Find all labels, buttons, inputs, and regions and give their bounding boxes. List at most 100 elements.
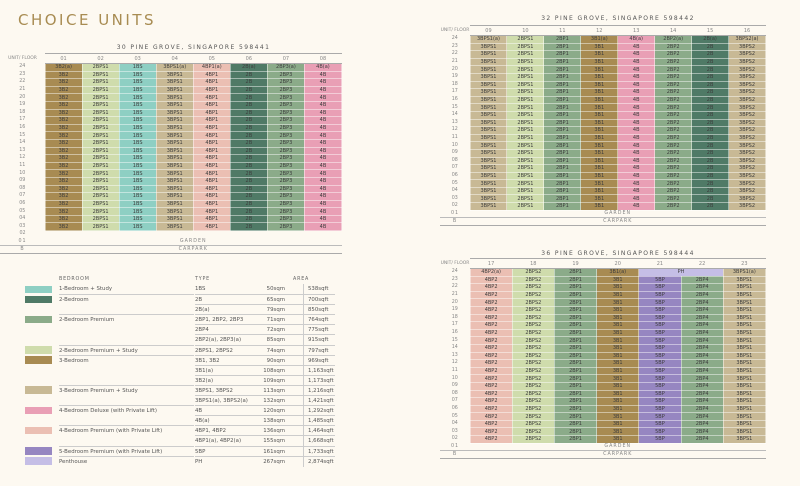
unit-cell[interactable]: 3B1 [596,381,640,391]
unit-cell[interactable]: 3BPS1 [155,123,194,133]
unit-cell[interactable]: 2BP3 [266,78,305,87]
unit-cell[interactable]: 4B [617,72,656,82]
unit-cell[interactable]: 2BP1 [543,50,582,59]
unit-cell[interactable]: 2BP1 [553,343,598,353]
unit-cell[interactable]: 2B [691,202,730,211]
unit-cell[interactable]: 3B1 [596,435,640,444]
unit-cell[interactable]: 4B [617,118,656,128]
unit-cell[interactable]: 2B [229,184,268,194]
unit-cell[interactable]: 2BP4 [680,351,724,361]
unit-cell[interactable]: 3BPS1 [155,207,194,216]
unit-cell[interactable]: 3BPS1 [469,164,508,173]
unit-cell[interactable]: 1BS [118,214,157,224]
unit-cell[interactable]: 2BPS1 [81,131,120,140]
unit-cell[interactable]: 2BPS1 [506,80,545,90]
unit-cell[interactable]: 2BP2 [654,156,693,166]
unit-cell[interactable]: 4B [303,146,343,156]
unit-cell[interactable]: 1BS [118,78,157,87]
unit-cell[interactable]: 2BP4 [680,397,724,406]
unit-cell[interactable]: 3BPS1 [155,222,194,232]
unit-cell[interactable]: 3BPS2 [728,72,766,82]
unit-cell[interactable]: 2BPS2 [511,321,555,330]
unit-cell[interactable]: 3BPS1 [155,85,194,95]
unit-cell[interactable]: 4B [617,126,656,135]
unit-cell[interactable]: 2BP4 [680,359,724,368]
unit-cell[interactable]: 4BP2 [469,397,513,406]
unit-cell[interactable]: 4BP1 [192,131,231,140]
unit-cell[interactable]: 1BS [118,70,157,80]
unit-cell[interactable]: 4B [617,179,656,188]
unit-cell[interactable]: 2B [229,85,268,95]
unit-cell[interactable]: 5BP [638,328,682,338]
unit-cell[interactable]: 3B1 [596,351,640,361]
unit-cell[interactable]: 2BP3 [266,169,305,178]
unit-cell[interactable]: 2BP4 [680,381,724,391]
unit-cell[interactable]: 4BP1 [192,192,231,201]
unit-cell[interactable]: 3BPS1 [155,176,194,186]
unit-cell[interactable]: 1BS [118,154,157,163]
unit-cell[interactable]: 2BPS1 [81,85,120,95]
unit-cell[interactable]: 2BPS1 [506,141,545,150]
unit-cell[interactable]: 4B [617,133,656,143]
unit-cell[interactable]: 5BP [638,389,682,399]
unit-cell[interactable]: 2BP3 [266,100,305,110]
unit-cell[interactable]: 4BP2 [469,435,513,444]
unit-cell[interactable]: 4B [617,80,656,90]
unit-cell[interactable]: 2BP2 [654,202,693,211]
unit-cell[interactable]: 2BPS2 [511,351,555,361]
unit-cell[interactable]: 2BPS2 [511,290,555,300]
unit-cell[interactable]: 2BP2 [654,72,693,82]
unit-cell[interactable]: 3BPS2 [728,110,766,120]
unit-cell[interactable]: 3B2 [44,70,83,80]
unit-cell[interactable]: 3B1 [580,186,619,196]
unit-cell[interactable]: 2B [691,194,730,204]
unit-cell[interactable]: 3BPS1 [469,57,508,67]
unit-cell[interactable]: 2BPS1 [506,72,545,82]
unit-cell[interactable]: 3BPS2 [728,57,766,67]
unit-cell[interactable]: 3B1 [580,171,619,181]
unit-cell[interactable]: 3BPS1 [469,179,508,188]
unit-cell[interactable]: 2BP1 [553,419,598,429]
unit-cell[interactable]: 3BPS1 [155,161,194,171]
unit-cell[interactable]: 3BPS1 [722,419,767,429]
unit-cell[interactable]: 3B1 [596,336,640,345]
unit-cell[interactable]: 2BPS1 [506,164,545,173]
unit-cell[interactable]: 2BPS1 [506,202,545,211]
unit-cell[interactable]: 3B1(a) [596,268,640,277]
unit-cell[interactable]: 2B [229,116,268,125]
unit-cell[interactable]: 3BPS1(a) [155,63,194,72]
unit-cell[interactable]: 2BP3 [266,176,305,186]
unit-cell[interactable]: 2BPS2 [511,336,555,345]
unit-cell[interactable]: 2BP3 [266,116,305,125]
unit-cell[interactable]: 3BPS1 [469,95,508,105]
unit-cell[interactable]: 2B [229,222,268,232]
unit-cell[interactable]: 2BP3 [266,214,305,224]
unit-cell[interactable]: 3BPS1 [469,156,508,166]
unit-cell[interactable]: 5BP [638,298,682,307]
unit-cell[interactable]: 3BPS1 [155,154,194,163]
unit-cell[interactable]: 3B2 [44,222,83,232]
unit-cell[interactable]: 2BPS1 [506,133,545,143]
unit-cell[interactable]: 3BPS1 [722,343,767,353]
unit-cell[interactable]: 4BP1 [192,138,231,148]
unit-cell[interactable]: 2BPS1 [506,110,545,120]
unit-cell[interactable]: 3B2(a) [44,63,83,72]
unit-cell[interactable]: 3BPS1 [722,283,767,292]
unit-cell[interactable]: 3B1 [580,141,619,150]
unit-cell[interactable]: 2BP1 [543,110,582,120]
unit-cell[interactable]: 2BPS1 [81,161,120,171]
unit-cell[interactable]: 1BS [118,131,157,140]
unit-cell[interactable]: 2B [229,192,268,201]
unit-cell[interactable]: 1BS [118,169,157,178]
unit-cell[interactable]: 3BPS2 [728,141,766,150]
unit-cell[interactable]: 4B [303,154,343,163]
unit-cell[interactable]: 3B1 [596,359,640,368]
unit-cell[interactable]: 2B [691,156,730,166]
unit-cell[interactable]: 3BPS1 [722,275,767,285]
unit-cell[interactable]: 3BPS2 [728,194,766,204]
unit-cell[interactable]: 3B1 [580,110,619,120]
unit-cell[interactable]: 3BPS1 [155,192,194,201]
unit-cell[interactable]: 3BPS1 [469,103,508,112]
unit-cell[interactable]: 2BPS2 [511,397,555,406]
unit-cell[interactable]: 3B2 [44,184,83,194]
